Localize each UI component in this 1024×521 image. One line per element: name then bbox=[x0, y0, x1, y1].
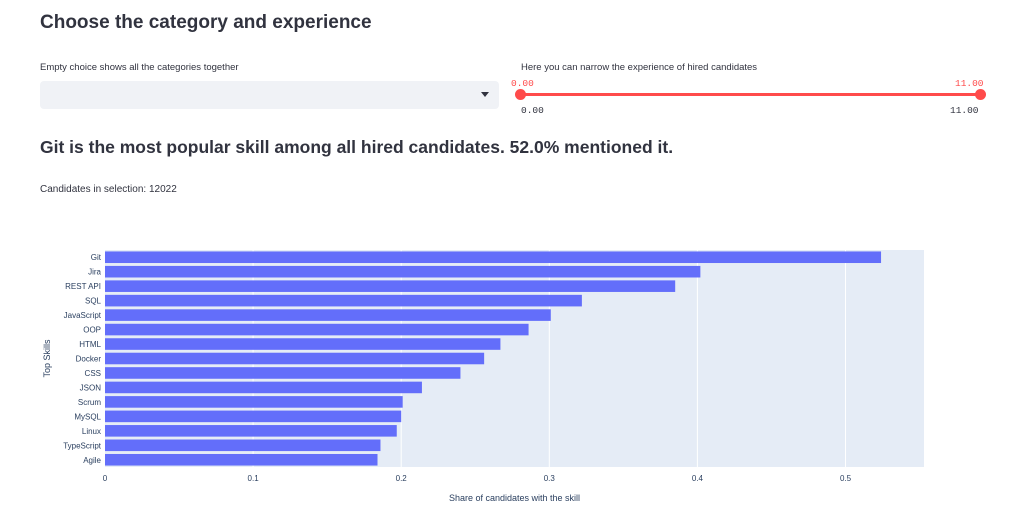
bar-css bbox=[105, 367, 461, 379]
bar-sql bbox=[105, 294, 582, 307]
experience-slider-track[interactable] bbox=[521, 93, 981, 96]
x-tick-label: 0 bbox=[103, 474, 108, 483]
x-tick-label: 0.4 bbox=[692, 474, 704, 483]
x-tick-label: 0.3 bbox=[544, 474, 556, 483]
selection-count: Candidates in selection: 12022 bbox=[40, 184, 177, 195]
chevron-down-icon[interactable] bbox=[481, 92, 489, 97]
y-tick-label: REST API bbox=[65, 282, 101, 291]
bar-html bbox=[105, 338, 501, 350]
slider-low-value: 0.00 bbox=[511, 78, 534, 89]
y-tick-label: Scrum bbox=[78, 398, 101, 407]
bar-jira bbox=[105, 265, 701, 278]
skills-bar-chart: 0 0.1 0.2 0.3 0.4 0.5 Git Jira REST API SQL JavaSc… bbox=[0, 230, 1024, 521]
bar-docker bbox=[105, 352, 485, 365]
bar-mysql bbox=[105, 410, 402, 423]
bar-git bbox=[105, 251, 882, 264]
y-tick-label: TypeScript bbox=[63, 441, 102, 450]
slider-low-thumb[interactable] bbox=[515, 89, 526, 100]
x-axis-title: Share of candidates with the skill bbox=[449, 493, 580, 503]
y-tick-label: Linux bbox=[82, 427, 101, 436]
y-tick-label: Docker bbox=[76, 355, 102, 364]
bar-oop bbox=[105, 323, 529, 336]
bar-agile bbox=[105, 453, 378, 466]
y-tick-label: MySQL bbox=[74, 412, 101, 421]
y-tick-label: JavaScript bbox=[64, 311, 102, 320]
y-tick-label: OOP bbox=[83, 326, 101, 335]
bar-javascript bbox=[105, 309, 551, 321]
y-axis-title: Top Skills bbox=[42, 339, 52, 378]
slider-high-thumb[interactable] bbox=[975, 89, 986, 100]
x-tick-label: 0.1 bbox=[248, 474, 260, 483]
experience-slider-label: Here you can narrow the experience of hi… bbox=[521, 62, 758, 73]
y-tick-label: Jira bbox=[88, 268, 101, 277]
bar-json bbox=[105, 381, 422, 394]
y-tick-label: HTML bbox=[79, 340, 101, 349]
category-select-label: Empty choice shows all the categories to… bbox=[40, 62, 239, 73]
category-select[interactable] bbox=[40, 81, 499, 109]
page-title: Choose the category and experience bbox=[40, 12, 372, 33]
x-tick-label: 0.5 bbox=[840, 474, 852, 483]
slider-min-label: 0.00 bbox=[521, 105, 544, 116]
bar-scrum bbox=[105, 396, 403, 408]
y-tick-label: Agile bbox=[83, 456, 101, 465]
headline: Git is the most popular skill among all … bbox=[40, 137, 674, 157]
y-tick-label: SQL bbox=[85, 297, 102, 306]
bar-rest-api bbox=[105, 280, 676, 292]
x-tick-label: 0.2 bbox=[396, 474, 408, 483]
y-tick-label: Git bbox=[91, 253, 102, 262]
chart-svg: 0 0.1 0.2 0.3 0.4 0.5 Git Jira REST API SQL JavaSc… bbox=[42, 250, 924, 503]
bar-typescript bbox=[105, 439, 381, 452]
y-tick-label: JSON bbox=[80, 383, 102, 392]
bar-linux bbox=[105, 425, 397, 437]
slider-max-label: 11.00 bbox=[950, 105, 979, 116]
slider-high-value: 11.00 bbox=[955, 78, 984, 89]
y-tick-label: CSS bbox=[85, 369, 101, 378]
